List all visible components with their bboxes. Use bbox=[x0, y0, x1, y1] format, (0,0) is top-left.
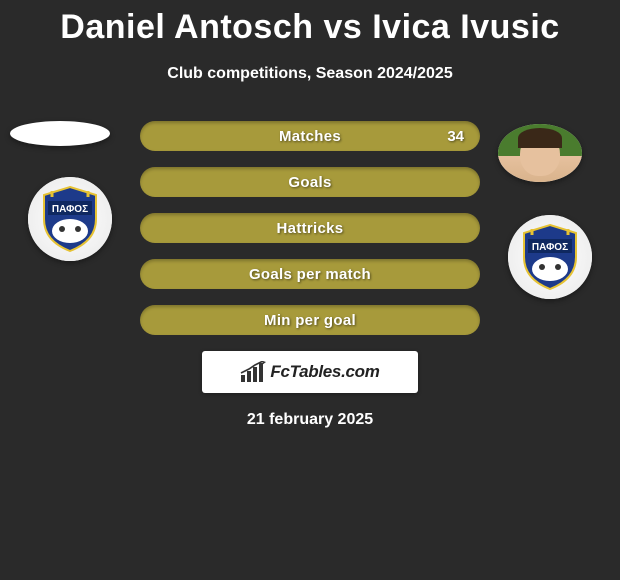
branding-box: FcTables.com bbox=[202, 351, 418, 393]
player2-club-badge: ΠΑΦΟΣ bbox=[508, 215, 592, 299]
stat-bar-hattricks: Hattricks bbox=[140, 213, 480, 243]
player2-avatar bbox=[498, 124, 582, 182]
stat-label: Min per goal bbox=[264, 312, 356, 329]
page-title: Daniel Antosch vs Ivica Ivusic bbox=[0, 0, 620, 47]
stat-value-right: 34 bbox=[447, 128, 464, 145]
stat-bar-goals: Goals bbox=[140, 167, 480, 197]
badge-text: ΠΑΦΟΣ bbox=[532, 242, 568, 253]
stat-label: Matches bbox=[279, 128, 341, 145]
stats-bars: Matches 34 Goals Hattricks Goals per mat… bbox=[140, 121, 480, 335]
stat-label: Hattricks bbox=[277, 220, 344, 237]
stat-bar-goals-per-match: Goals per match bbox=[140, 259, 480, 289]
badge-icon: ΠΑΦΟΣ bbox=[34, 183, 106, 255]
club-badge-graphic: ΠΑΦΟΣ bbox=[508, 215, 592, 299]
badge-text: ΠΑΦΟΣ bbox=[52, 204, 88, 215]
branding-text: FcTables.com bbox=[270, 362, 379, 382]
stat-label: Goals bbox=[288, 174, 331, 191]
badge-icon: ΠΑΦΟΣ bbox=[514, 221, 586, 293]
date-text: 21 february 2025 bbox=[0, 411, 620, 429]
branding-chart-icon bbox=[240, 361, 266, 383]
content-area: ΠΑΦΟΣ ΠΑΦΟΣ Matches 34 bbox=[0, 121, 620, 429]
stat-bar-matches: Matches 34 bbox=[140, 121, 480, 151]
club-badge-graphic: ΠΑΦΟΣ bbox=[28, 177, 112, 261]
player1-avatar-placeholder bbox=[10, 121, 110, 146]
player-face-graphic bbox=[498, 124, 582, 182]
player1-club-badge: ΠΑΦΟΣ bbox=[28, 177, 112, 261]
subtitle: Club competitions, Season 2024/2025 bbox=[0, 65, 620, 83]
stat-label: Goals per match bbox=[249, 266, 371, 283]
stat-bar-min-per-goal: Min per goal bbox=[140, 305, 480, 335]
